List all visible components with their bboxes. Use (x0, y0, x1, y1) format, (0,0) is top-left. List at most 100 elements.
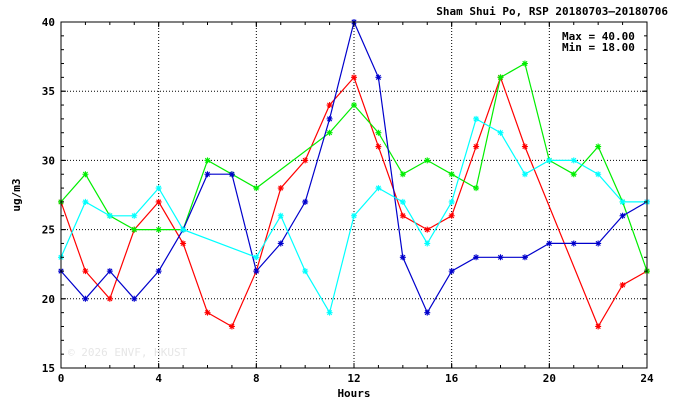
watermark: © 2026 ENVF, HKUST (68, 346, 188, 359)
data-point (619, 198, 626, 205)
data-point (619, 281, 626, 288)
data-point (155, 198, 162, 205)
data-point (277, 212, 284, 219)
data-point (302, 268, 309, 275)
data-point (570, 171, 577, 178)
data-point (595, 171, 602, 178)
data-point (326, 129, 333, 136)
data-point (155, 226, 162, 233)
min-label: Min = 18.00 (562, 41, 635, 54)
y-tick-label: 20 (42, 293, 55, 306)
x-tick-label: 20 (543, 372, 556, 385)
data-point (204, 157, 211, 164)
data-point (106, 295, 113, 302)
data-point (131, 212, 138, 219)
data-point (375, 74, 382, 81)
series-layer (58, 19, 650, 330)
data-point (228, 323, 235, 330)
data-point (180, 226, 187, 233)
y-tick-label: 35 (42, 85, 55, 98)
data-point (399, 171, 406, 178)
data-point (326, 309, 333, 316)
y-axis-label: ug/m3 (10, 178, 23, 211)
data-point (424, 157, 431, 164)
series-2 (58, 60, 650, 275)
data-point (253, 185, 260, 192)
data-point (399, 212, 406, 219)
data-point (521, 254, 528, 261)
data-point (131, 226, 138, 233)
data-point (521, 171, 528, 178)
data-point (351, 212, 357, 219)
data-point (277, 185, 284, 192)
data-point (595, 240, 602, 247)
data-point (106, 212, 113, 219)
x-tick-label: 24 (640, 372, 654, 385)
y-tick-label: 30 (42, 154, 55, 167)
data-point (546, 240, 553, 247)
series-line (60, 20, 648, 314)
data-point (351, 102, 357, 109)
x-axis-label: Hours (337, 387, 370, 400)
data-point (473, 143, 480, 150)
data-point (375, 185, 382, 192)
data-point (570, 240, 577, 247)
data-point (448, 212, 455, 219)
data-point (351, 74, 357, 81)
data-point (228, 171, 235, 178)
data-point (424, 226, 431, 233)
data-point (302, 198, 309, 205)
data-point (277, 240, 284, 247)
x-tick-label: 8 (253, 372, 260, 385)
data-point (155, 268, 162, 275)
data-point (302, 157, 309, 164)
data-point (106, 268, 113, 275)
data-point (326, 102, 333, 109)
data-point (375, 129, 382, 136)
data-point (399, 254, 406, 261)
data-point (326, 115, 333, 122)
data-point (619, 212, 626, 219)
series-4 (58, 115, 650, 316)
data-point (424, 309, 431, 316)
data-point (448, 268, 455, 275)
data-point (570, 157, 577, 164)
data-point (375, 143, 382, 150)
y-tick-label: 40 (42, 16, 55, 29)
data-point (497, 254, 504, 261)
x-tick-label: 4 (155, 372, 162, 385)
max-label: Max = 40.00 (562, 30, 635, 43)
chart-title: Sham Shui Po, RSP 20180703–20180706 (436, 5, 668, 18)
data-point (82, 198, 89, 205)
data-point (546, 157, 553, 164)
x-tick-label: 0 (58, 372, 65, 385)
data-point (521, 60, 528, 67)
data-point (253, 268, 260, 275)
data-point (204, 309, 211, 316)
y-tick-label: 15 (42, 362, 55, 375)
data-point (473, 254, 480, 261)
data-point (253, 254, 260, 261)
y-tick-label: 25 (42, 224, 55, 237)
x-tick-label: 12 (347, 372, 360, 385)
data-point (155, 185, 162, 192)
data-point (497, 129, 504, 136)
data-point (82, 268, 89, 275)
data-point (82, 171, 89, 178)
data-point (204, 171, 211, 178)
data-point (595, 143, 602, 150)
data-point (424, 240, 431, 247)
data-point (473, 115, 480, 122)
data-point (595, 323, 602, 330)
data-point (448, 198, 455, 205)
x-tick-label: 16 (445, 372, 459, 385)
data-point (448, 171, 455, 178)
axis-ticks: 0 4 8 12 16 20 24 15 20 25 30 35 40 (42, 16, 654, 385)
data-point (131, 295, 138, 302)
data-point (521, 143, 528, 150)
grid-lines (61, 22, 647, 368)
data-point (180, 240, 187, 247)
data-point (399, 198, 406, 205)
data-point (82, 295, 89, 302)
